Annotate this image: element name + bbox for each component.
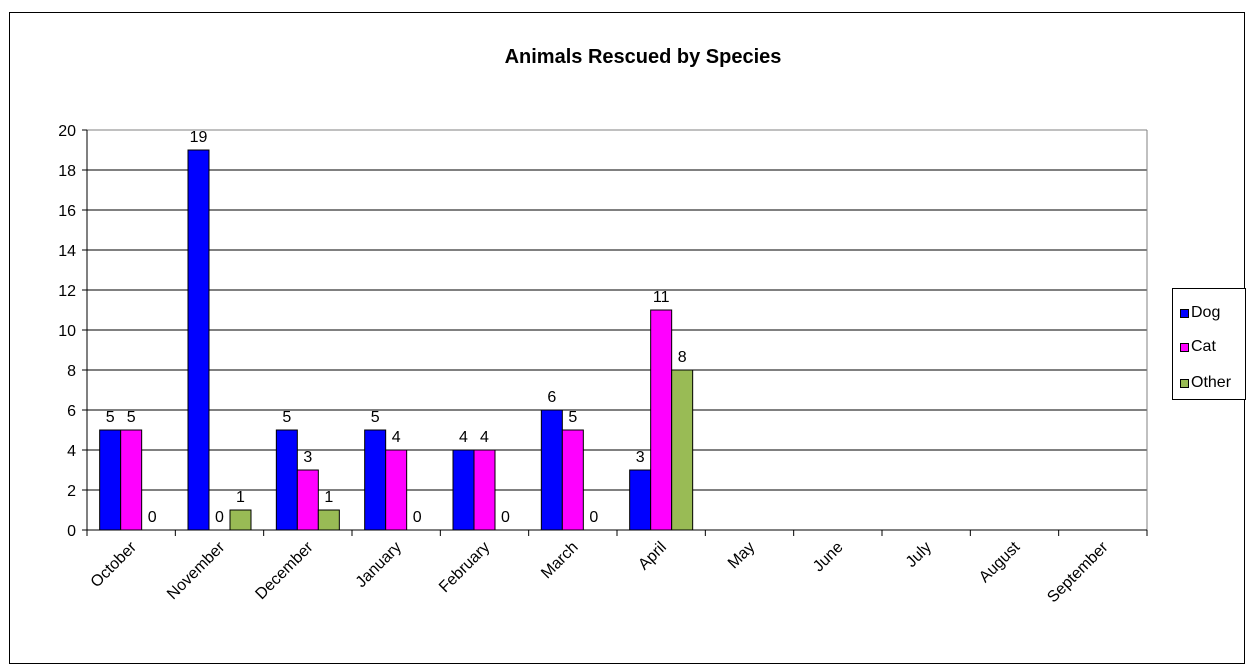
bar-cat: [120, 429, 143, 531]
bar-dog: [99, 429, 122, 531]
x-tick-label: April: [635, 539, 670, 574]
bar-cat: [650, 309, 673, 531]
chart-title: Animals Rescued by Species: [505, 46, 782, 68]
x-tick-label: June: [810, 539, 847, 576]
legend-swatch-dog: [1180, 308, 1189, 318]
data-label-dog: 6: [547, 389, 556, 406]
bar-other: [671, 369, 694, 531]
data-label-dog: 5: [371, 409, 380, 426]
data-label-cat: 4: [480, 429, 489, 446]
data-label-other: 1: [324, 489, 333, 506]
bar-dog: [452, 449, 475, 531]
data-label-other: 1: [236, 489, 245, 506]
bar-cat: [561, 429, 584, 531]
bar-dog: [629, 469, 652, 531]
y-tick-label: 0: [67, 523, 76, 540]
y-tick-label: 4: [67, 443, 76, 460]
legend-label-dog: Dog: [1191, 304, 1221, 321]
y-tick-label: 20: [58, 123, 76, 140]
y-tick-label: 2: [67, 483, 76, 500]
data-label-dog: 4: [459, 429, 468, 446]
x-tick-label: October: [88, 538, 141, 591]
data-label-other: 0: [148, 509, 157, 526]
y-tick-label: 10: [58, 323, 76, 340]
x-tick-label: May: [725, 539, 758, 572]
legend-item-cat: Cat: [1180, 337, 1216, 357]
bar-dog: [187, 149, 210, 531]
x-tick-label: March: [538, 539, 581, 582]
y-tick-label: 12: [58, 283, 76, 300]
bar-cat: [296, 469, 319, 531]
data-label-cat: 3: [303, 449, 312, 466]
data-label-other: 0: [589, 509, 598, 526]
x-tick-label: December: [252, 538, 317, 603]
bar-cat: [385, 449, 408, 531]
bar-other: [229, 509, 252, 531]
data-label-other: 0: [413, 509, 422, 526]
x-tick-label: August: [976, 538, 1024, 586]
data-label-dog: 5: [282, 409, 291, 426]
y-tick-label: 6: [67, 403, 76, 420]
legend-item-other: Other: [1180, 373, 1231, 393]
data-label-dog: 5: [106, 409, 115, 426]
legend-swatch-other: [1180, 378, 1189, 388]
x-tick-label: July: [903, 539, 935, 571]
data-label-other: 0: [501, 509, 510, 526]
bar-dog: [364, 429, 387, 531]
y-tick-label: 18: [58, 163, 76, 180]
data-label-dog: 19: [190, 129, 208, 146]
y-tick-label: 16: [58, 203, 76, 220]
x-tick-label: January: [353, 539, 405, 591]
data-label-cat: 0: [215, 509, 224, 526]
data-label-other: 8: [678, 349, 687, 366]
legend-label-other: Other: [1191, 374, 1232, 391]
bar-cat: [473, 449, 496, 531]
chart-area: [9, 12, 1245, 664]
legend-label-cat: Cat: [1191, 338, 1216, 355]
y-tick-label: 14: [58, 243, 76, 260]
legend-swatch-cat: [1180, 342, 1189, 352]
legend-item-dog: Dog: [1180, 303, 1220, 323]
bars: [99, 149, 694, 531]
bar-dog: [540, 409, 563, 531]
bar-dog: [275, 429, 298, 531]
x-tick-label: November: [164, 538, 229, 603]
data-label-cat: 4: [392, 429, 401, 446]
data-label-dog: 3: [636, 449, 645, 466]
gridlines: [87, 129, 1148, 530]
y-tick-label: 8: [67, 363, 76, 380]
legend: Dog Cat Other: [1172, 288, 1246, 400]
x-tick-label: September: [1044, 538, 1112, 606]
data-label-cat: 11: [653, 289, 670, 306]
data-label-cat: 5: [568, 409, 577, 426]
x-tick-label: February: [436, 539, 493, 596]
bar-other: [317, 509, 340, 531]
data-label-cat: 5: [127, 409, 136, 426]
